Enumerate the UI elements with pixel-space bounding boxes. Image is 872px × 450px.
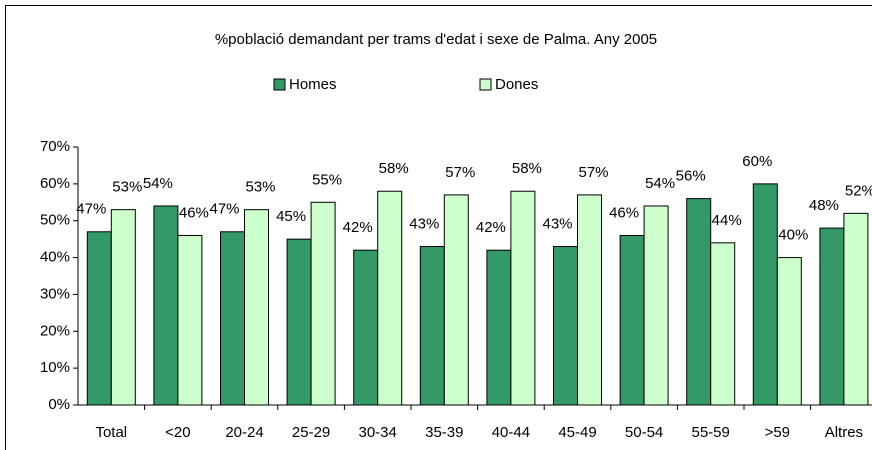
data-label: 60% xyxy=(742,153,772,170)
data-label: 42% xyxy=(476,219,506,236)
bar xyxy=(553,246,578,406)
x-tick-label: 25-29 xyxy=(292,424,330,441)
data-label: 43% xyxy=(409,215,439,232)
bar xyxy=(177,234,203,406)
data-label: 53% xyxy=(112,179,142,196)
bar xyxy=(843,212,869,406)
bar xyxy=(443,194,469,406)
x-tick-label: 50-54 xyxy=(625,424,663,441)
bar xyxy=(776,257,802,406)
y-tick-label: 20% xyxy=(40,322,70,339)
bar xyxy=(153,205,179,406)
bar xyxy=(220,231,245,406)
bar xyxy=(710,242,736,406)
data-label: 46% xyxy=(609,204,639,221)
x-tick-label: 20-24 xyxy=(225,424,263,441)
y-tick-label: 40% xyxy=(40,249,70,266)
bar xyxy=(510,190,536,406)
x-tick-label: <20 xyxy=(165,424,190,441)
bar xyxy=(86,231,112,406)
data-label: 43% xyxy=(542,215,572,232)
y-tick-label: 10% xyxy=(40,359,70,376)
bar xyxy=(110,209,136,406)
x-tick-label: 55-59 xyxy=(692,424,730,441)
y-tick-label: 30% xyxy=(40,285,70,302)
x-tick-label: 40-44 xyxy=(492,424,530,441)
data-label: 58% xyxy=(379,160,409,177)
bar xyxy=(577,194,602,406)
x-tick-label: 35-39 xyxy=(425,424,463,441)
y-tick-label: 60% xyxy=(40,175,70,192)
data-label: 47% xyxy=(76,201,106,218)
chart-border xyxy=(5,5,872,450)
bar xyxy=(619,234,645,406)
x-tick-label: 30-34 xyxy=(359,424,397,441)
x-tick-label: Altres xyxy=(825,424,863,441)
bar xyxy=(286,238,312,406)
bar xyxy=(643,205,669,406)
y-tick-label: 0% xyxy=(48,396,70,413)
x-tick-label: 45-49 xyxy=(558,424,596,441)
data-label: 47% xyxy=(209,201,239,218)
data-label: 42% xyxy=(343,219,373,236)
legend-swatch xyxy=(479,78,492,91)
x-tick-label: >59 xyxy=(765,424,790,441)
bar xyxy=(486,249,512,406)
data-label: 52% xyxy=(845,182,872,199)
data-label: 45% xyxy=(276,208,306,225)
data-label: 57% xyxy=(578,164,608,181)
y-tick-label: 70% xyxy=(40,138,70,155)
y-tick-label: 50% xyxy=(40,212,70,229)
bar xyxy=(819,227,845,406)
data-label: 55% xyxy=(312,171,342,188)
data-label: 58% xyxy=(512,160,542,177)
data-label: 57% xyxy=(445,164,475,181)
data-label: 54% xyxy=(143,175,173,192)
data-label: 53% xyxy=(245,179,275,196)
legend-swatch xyxy=(273,78,286,91)
data-label: 46% xyxy=(179,204,209,221)
bar xyxy=(686,198,712,406)
legend-label: Homes xyxy=(289,76,337,93)
x-tick-label: Total xyxy=(95,424,127,441)
bar xyxy=(310,201,336,406)
legend-label: Dones xyxy=(495,76,538,93)
data-label: 56% xyxy=(676,168,706,185)
bar xyxy=(419,246,445,406)
bar xyxy=(353,249,379,406)
data-label: 48% xyxy=(809,197,839,214)
data-label: 40% xyxy=(778,227,808,244)
bar xyxy=(377,190,403,406)
bar xyxy=(244,209,269,406)
data-label: 54% xyxy=(645,175,675,192)
chart-title: %població demandant per trams d'edat i s… xyxy=(215,31,657,48)
bar xyxy=(752,183,778,406)
data-label: 44% xyxy=(712,212,742,229)
